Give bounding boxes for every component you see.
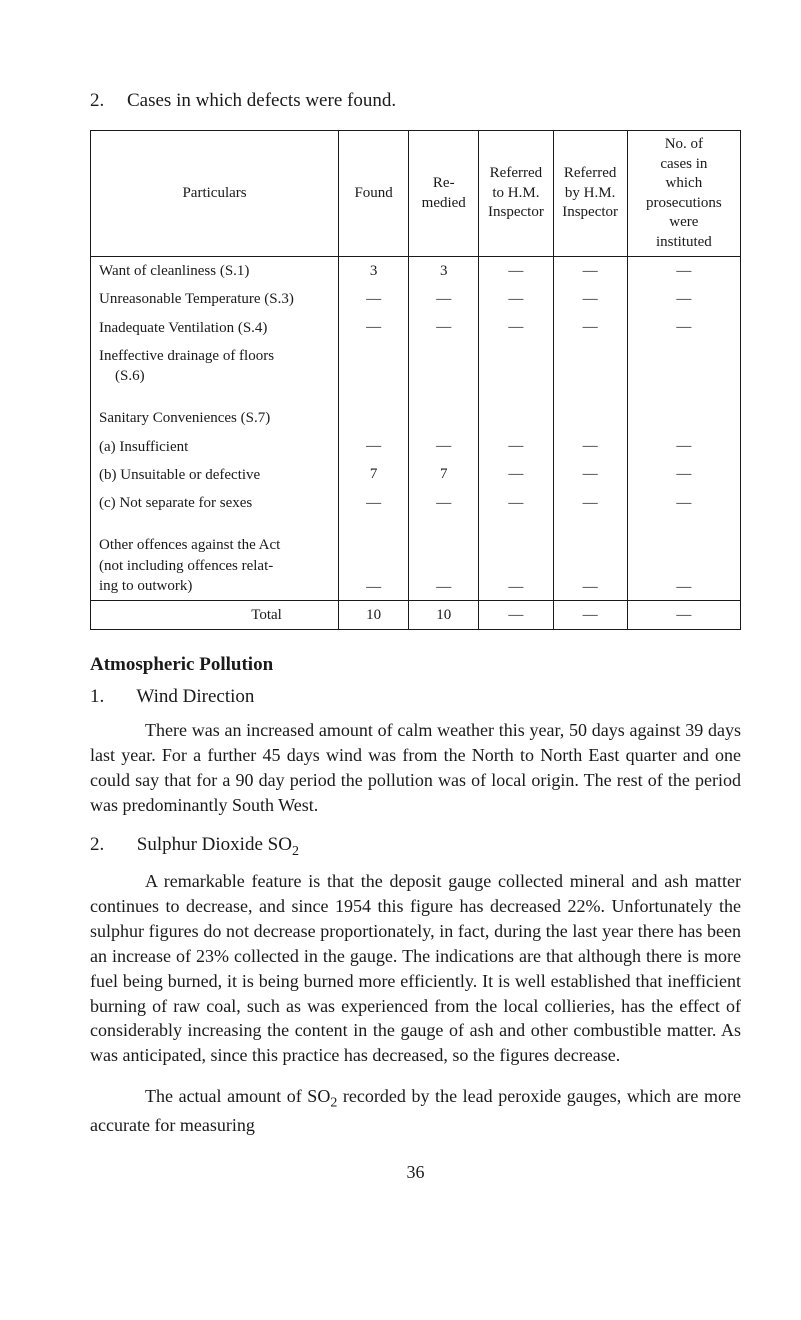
cell: — bbox=[479, 285, 553, 313]
cell: — bbox=[339, 531, 409, 600]
cell: — bbox=[479, 601, 553, 630]
row-label: Unreasonable Temperature (S.3) bbox=[91, 285, 339, 313]
col-header-found: Found bbox=[339, 131, 409, 257]
cell: — bbox=[553, 433, 627, 461]
cell: — bbox=[409, 285, 479, 313]
row-label: (c) Not separate for sexes bbox=[91, 489, 339, 517]
cell: — bbox=[479, 531, 553, 600]
row-label: Inadequate Ventilation (S.4) bbox=[91, 314, 339, 342]
table-row: (b) Unsuitable or defective 7 7 — — — bbox=[91, 461, 741, 489]
table-row: Ineffective drainage of floors(S.6) bbox=[91, 342, 741, 391]
col-header-referred-by: Referredby H.M.Inspector bbox=[553, 131, 627, 257]
cell: — bbox=[553, 285, 627, 313]
section-number: 2. bbox=[90, 90, 104, 112]
cell: — bbox=[553, 489, 627, 517]
col-header-particulars: Particulars bbox=[91, 131, 339, 257]
cell: — bbox=[627, 531, 740, 600]
table-row: Want of cleanliness (S.1) 3 3 — — — bbox=[91, 257, 741, 286]
table-row bbox=[91, 517, 741, 531]
table-row: Other offences against the Act(not inclu… bbox=[91, 531, 741, 600]
cell: 10 bbox=[409, 601, 479, 630]
total-label: Total bbox=[91, 601, 339, 630]
pollution-title: Atmospheric Pollution bbox=[90, 654, 741, 676]
cell: — bbox=[339, 433, 409, 461]
row-label: (a) Insufficient bbox=[91, 433, 339, 461]
cell: — bbox=[627, 461, 740, 489]
heading-text: Wind Direction bbox=[136, 686, 254, 707]
table-total-row: Total 10 10 — — — bbox=[91, 601, 741, 630]
cell: 7 bbox=[409, 461, 479, 489]
heading-num: 2. bbox=[90, 834, 132, 856]
cell: — bbox=[627, 314, 740, 342]
cell: — bbox=[479, 489, 553, 517]
page-number: 36 bbox=[90, 1162, 741, 1183]
cell: — bbox=[339, 285, 409, 313]
cell: — bbox=[553, 531, 627, 600]
cell bbox=[339, 342, 409, 391]
cell: — bbox=[409, 433, 479, 461]
row-label: Ineffective drainage of floors(S.6) bbox=[91, 342, 339, 391]
cell: 3 bbox=[339, 257, 409, 286]
cell: — bbox=[479, 257, 553, 286]
cell: — bbox=[339, 489, 409, 517]
row-label: Sanitary Conveniences (S.7) bbox=[91, 404, 339, 432]
cell: — bbox=[553, 314, 627, 342]
cell: — bbox=[479, 461, 553, 489]
cell: — bbox=[553, 461, 627, 489]
cell bbox=[479, 342, 553, 391]
wind-heading: 1. Wind Direction bbox=[90, 686, 741, 708]
row-label: Want of cleanliness (S.1) bbox=[91, 257, 339, 286]
cell: — bbox=[627, 433, 740, 461]
cell: — bbox=[479, 433, 553, 461]
table-row: Unreasonable Temperature (S.3) — — — — — bbox=[91, 285, 741, 313]
body-paragraph: There was an increased amount of calm we… bbox=[90, 718, 741, 817]
cell bbox=[553, 342, 627, 391]
cell: — bbox=[627, 257, 740, 286]
col-header-referred-to: Referredto H.M.Inspector bbox=[479, 131, 553, 257]
so2-heading: 2. Sulphur Dioxide SO2 bbox=[90, 834, 741, 860]
cell: — bbox=[627, 285, 740, 313]
col-header-remedied: Re-medied bbox=[409, 131, 479, 257]
cell: — bbox=[339, 314, 409, 342]
cell: — bbox=[627, 489, 740, 517]
table-row: (c) Not separate for sexes — — — — — bbox=[91, 489, 741, 517]
cell: — bbox=[409, 531, 479, 600]
cell: — bbox=[409, 489, 479, 517]
table-row: (a) Insufficient — — — — — bbox=[91, 433, 741, 461]
row-label: (b) Unsuitable or defective bbox=[91, 461, 339, 489]
cell: 7 bbox=[339, 461, 409, 489]
col-header-prosecutions: No. ofcases inwhichprosecutionswereinsti… bbox=[627, 131, 740, 257]
cell: — bbox=[627, 601, 740, 630]
cell bbox=[627, 342, 740, 391]
section-header: 2. Cases in which defects were found. bbox=[90, 90, 741, 112]
cell: — bbox=[479, 314, 553, 342]
cell: 10 bbox=[339, 601, 409, 630]
section-title: Cases in which defects were found. bbox=[127, 90, 396, 111]
cell: 3 bbox=[409, 257, 479, 286]
cell: — bbox=[409, 314, 479, 342]
heading-text: Sulphur Dioxide SO2 bbox=[137, 834, 299, 855]
defects-table: Particulars Found Re-medied Referredto H… bbox=[90, 130, 741, 630]
heading-num: 1. bbox=[90, 686, 132, 708]
table-row: Inadequate Ventilation (S.4) — — — — — bbox=[91, 314, 741, 342]
cell: — bbox=[553, 257, 627, 286]
row-label: Other offences against the Act(not inclu… bbox=[91, 531, 339, 600]
cell: — bbox=[553, 601, 627, 630]
body-paragraph: The actual amount of SO2 recorded by the… bbox=[90, 1084, 741, 1138]
cell bbox=[409, 342, 479, 391]
table-row: Sanitary Conveniences (S.7) bbox=[91, 404, 741, 432]
body-paragraph: A remarkable feature is that the deposit… bbox=[90, 869, 741, 1068]
table-row bbox=[91, 390, 741, 404]
